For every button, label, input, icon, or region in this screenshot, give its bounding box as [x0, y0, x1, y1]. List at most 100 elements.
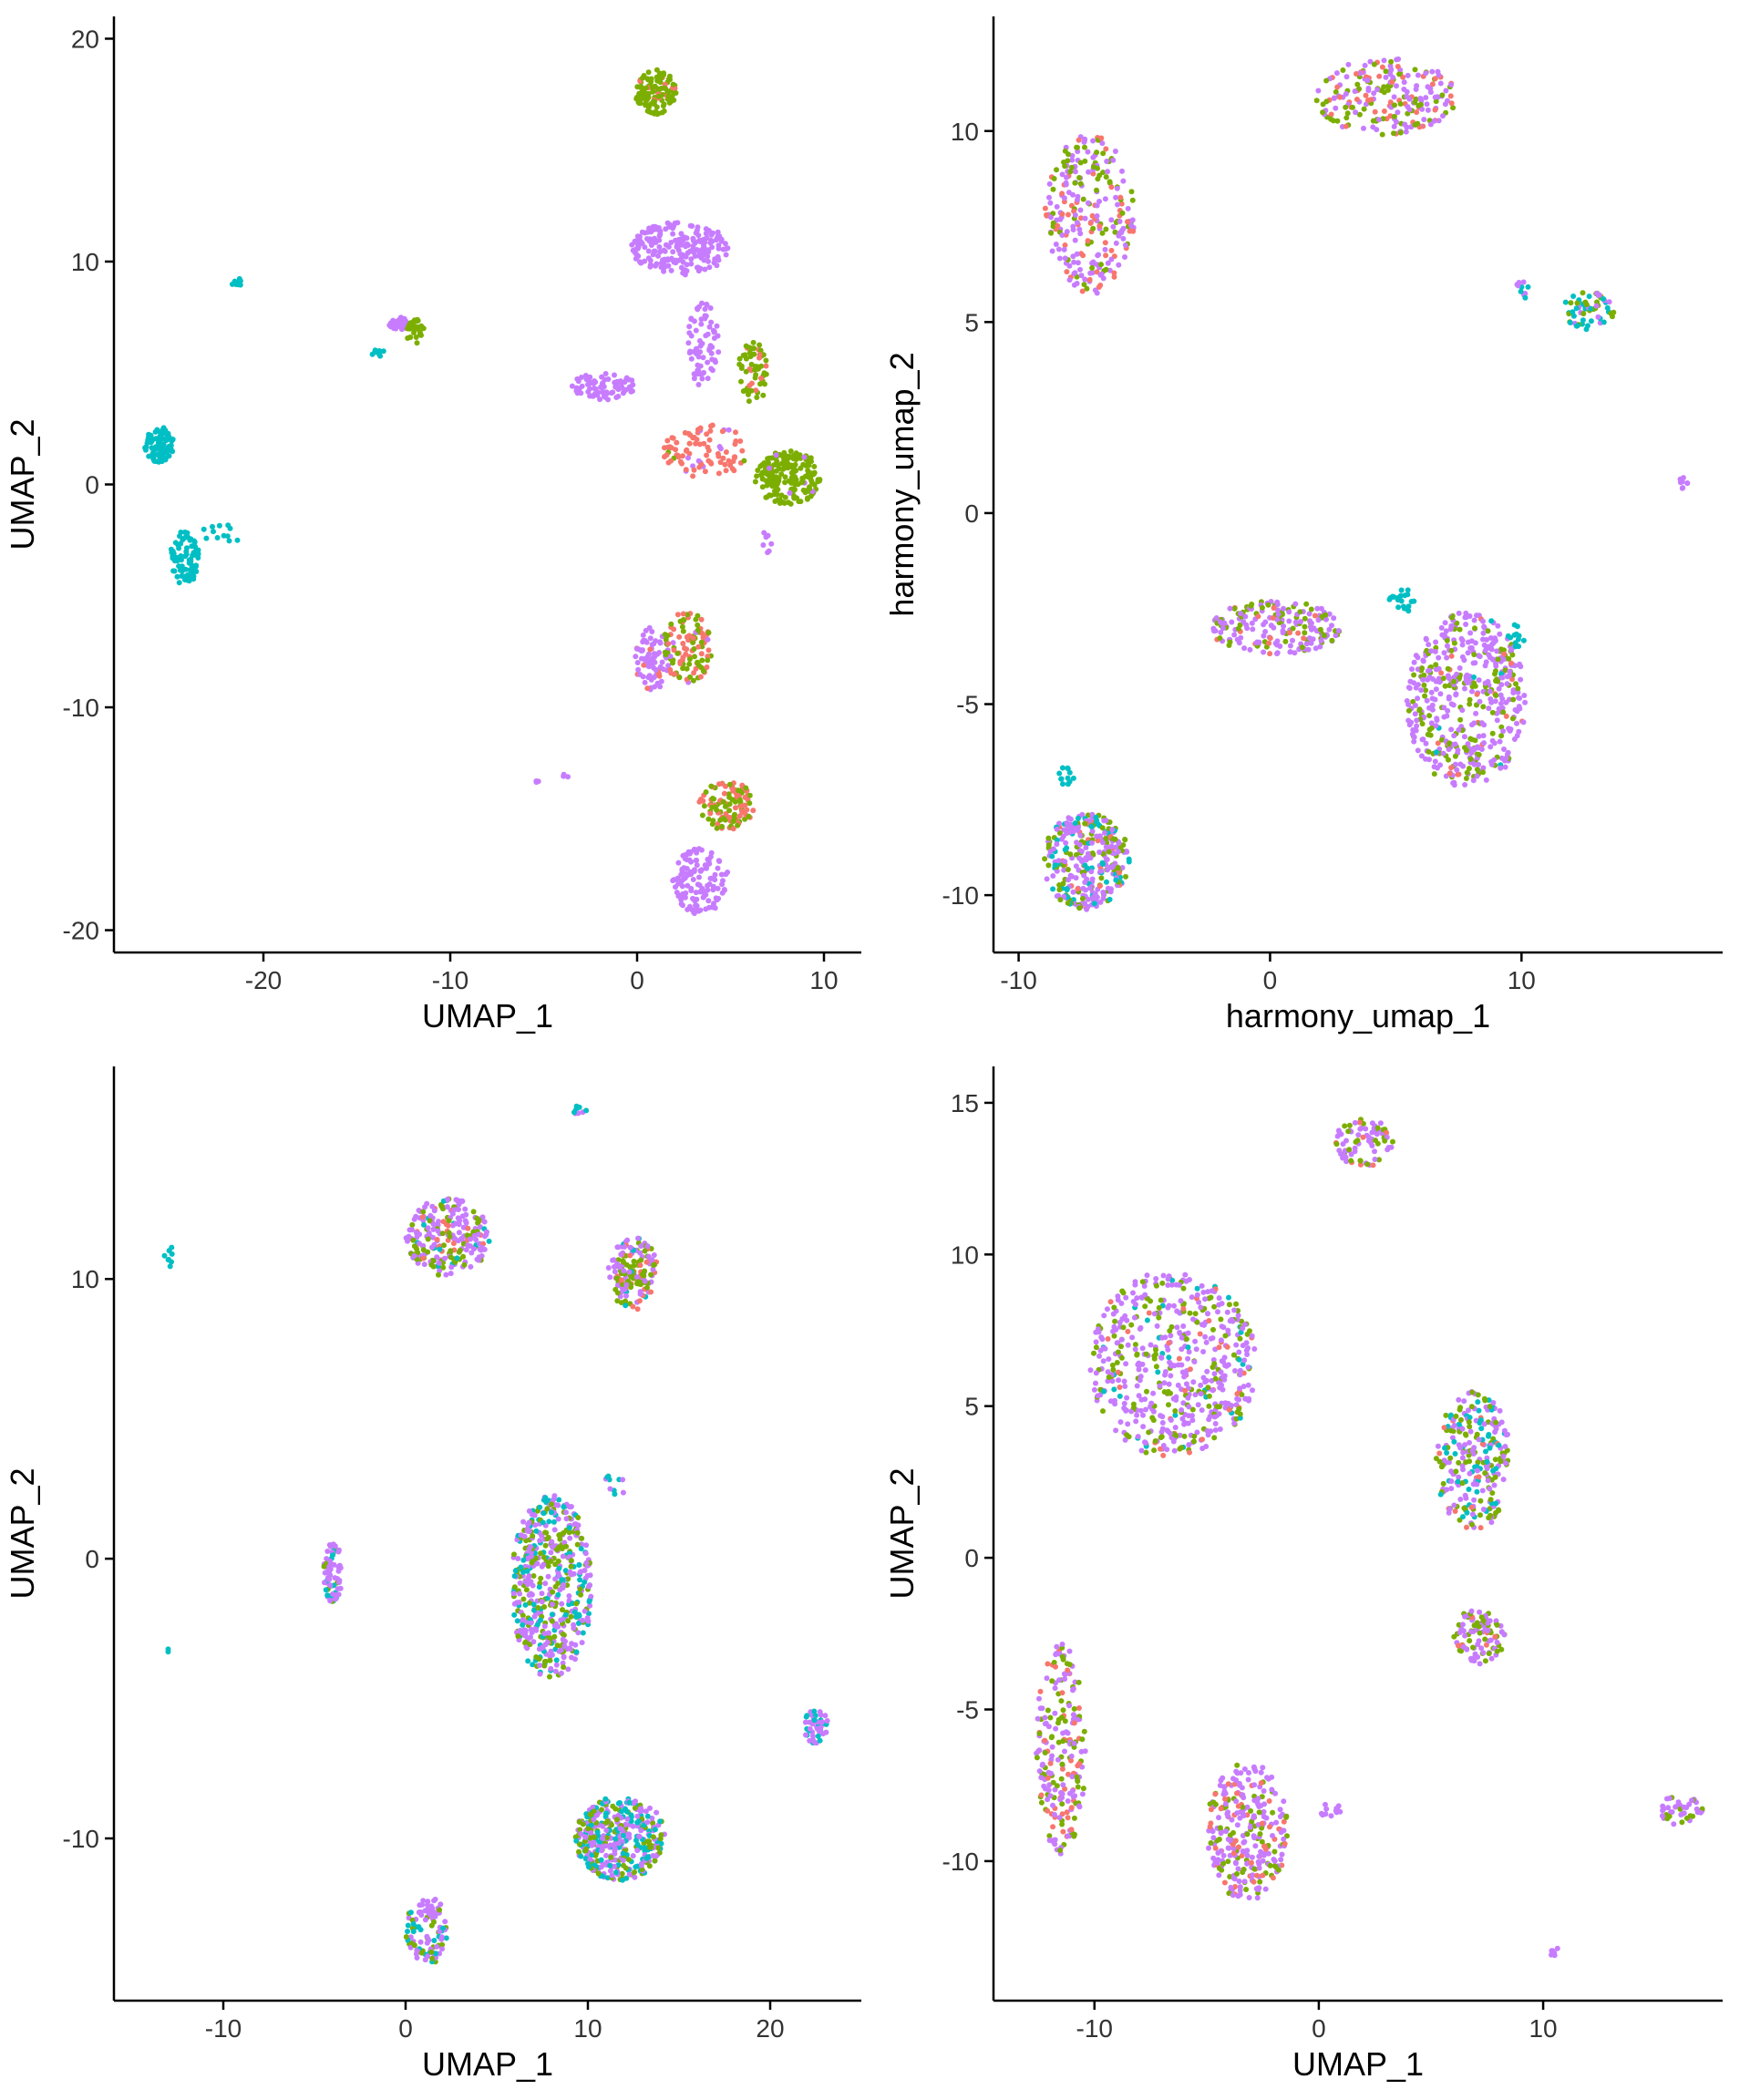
- scatter-point: [1117, 230, 1123, 236]
- scatter-point: [665, 641, 672, 647]
- scatter-point: [538, 1617, 543, 1623]
- scatter-point: [652, 248, 658, 254]
- scatter-point: [1095, 1393, 1101, 1399]
- scatter-point: [170, 548, 176, 554]
- scatter-point: [1422, 693, 1428, 699]
- scatter-point: [661, 85, 667, 91]
- scatter-point: [1521, 693, 1528, 698]
- scatter-point: [1580, 317, 1586, 324]
- scatter-point: [736, 797, 743, 803]
- scatter-point: [654, 1809, 660, 1816]
- scatter-point: [1465, 650, 1471, 656]
- scatter-point: [1133, 1418, 1139, 1425]
- scatter-point: [165, 1257, 171, 1263]
- scatter-point: [1125, 219, 1130, 225]
- scatter-point: [799, 475, 806, 481]
- scatter-point: [1457, 665, 1463, 671]
- scatter-point: [612, 1491, 618, 1498]
- scatter-point: [1365, 98, 1371, 103]
- scatter-point: [668, 621, 674, 627]
- scatter-point: [1432, 76, 1438, 82]
- scatter-point: [1562, 299, 1569, 305]
- scatter-point: [706, 437, 713, 443]
- scatter-point: [1125, 1342, 1131, 1348]
- x-axis-title: UMAP_1: [422, 997, 553, 1035]
- scatter-point: [623, 1292, 629, 1299]
- scatter-point: [1065, 900, 1071, 906]
- scatter-point: [818, 1724, 824, 1730]
- scatter-point: [1050, 223, 1056, 230]
- scatter-point: [761, 370, 767, 376]
- scatter-point: [1433, 639, 1439, 645]
- scatter-point: [767, 492, 774, 499]
- scatter-point: [439, 1230, 446, 1237]
- scatter-point: [715, 885, 721, 891]
- scatter-point: [1302, 615, 1308, 622]
- scatter-point: [1119, 168, 1125, 174]
- scatter-point: [1461, 734, 1467, 740]
- scatter-point: [169, 1251, 175, 1257]
- scatter-point: [654, 261, 660, 267]
- scatter-point: [560, 1553, 566, 1560]
- scatter-point: [165, 1649, 171, 1655]
- scatter-point: [725, 870, 731, 875]
- scatter-point: [1286, 609, 1292, 615]
- scatter-point: [176, 580, 182, 586]
- scatter-point: [609, 1872, 615, 1879]
- scatter-point: [704, 235, 710, 242]
- x-tick-label: -10: [205, 2014, 242, 2043]
- scatter-point: [538, 1575, 544, 1581]
- scatter-point: [675, 247, 682, 253]
- scatter-point: [1508, 726, 1514, 732]
- scatter-point: [690, 635, 696, 641]
- scatter-point: [604, 1474, 611, 1480]
- scatter-point: [1310, 636, 1316, 643]
- scatter-point: [1047, 200, 1054, 206]
- scatter-point: [1122, 837, 1128, 843]
- scatter-point: [1088, 824, 1095, 829]
- scatter-point: [638, 1243, 644, 1250]
- scatter-point: [446, 1218, 452, 1224]
- scatter-point: [1217, 635, 1223, 642]
- scatter-point: [691, 911, 697, 916]
- scatter-point: [1090, 154, 1096, 160]
- scatter-point: [1389, 79, 1395, 86]
- scatter-point: [607, 1274, 613, 1281]
- scatter-point: [517, 1590, 523, 1597]
- scatter-point: [707, 810, 714, 817]
- scatter-point: [643, 85, 649, 91]
- scatter-point: [811, 1717, 818, 1724]
- scatter-point: [1076, 905, 1083, 911]
- scatter-point: [552, 1576, 559, 1582]
- scatter-point: [811, 482, 818, 488]
- scatter-point: [515, 1633, 521, 1640]
- scatter-point: [1052, 862, 1058, 869]
- scatter-point: [542, 1580, 549, 1587]
- scatter-point: [1102, 829, 1107, 836]
- scatter-point: [470, 1209, 477, 1215]
- scatter-point: [1179, 1407, 1185, 1413]
- scatter-point: [1447, 93, 1454, 99]
- y-tick-label: -10: [942, 881, 979, 910]
- scatter-point: [754, 395, 760, 400]
- scatter-point: [605, 1265, 612, 1271]
- scatter-point: [715, 453, 722, 459]
- scatter-point: [686, 903, 693, 910]
- scatter-point: [551, 1527, 558, 1533]
- scatter-point: [1070, 775, 1076, 781]
- scatter-point: [1099, 230, 1106, 236]
- scatter-point: [1477, 698, 1483, 705]
- scatter-point: [1090, 225, 1096, 232]
- scatter-point: [767, 476, 773, 482]
- scatter-point: [551, 1633, 558, 1640]
- scatter-point: [654, 67, 660, 73]
- scatter-point: [1409, 731, 1415, 737]
- scatter-point: [1058, 776, 1065, 782]
- scatter-point: [644, 1243, 651, 1250]
- scatter-point: [656, 93, 663, 99]
- scatter-point: [644, 229, 651, 235]
- scatter-point: [742, 352, 748, 358]
- scatter-point: [808, 455, 814, 461]
- scatter-point: [1367, 58, 1374, 65]
- scatter-point: [463, 1211, 469, 1218]
